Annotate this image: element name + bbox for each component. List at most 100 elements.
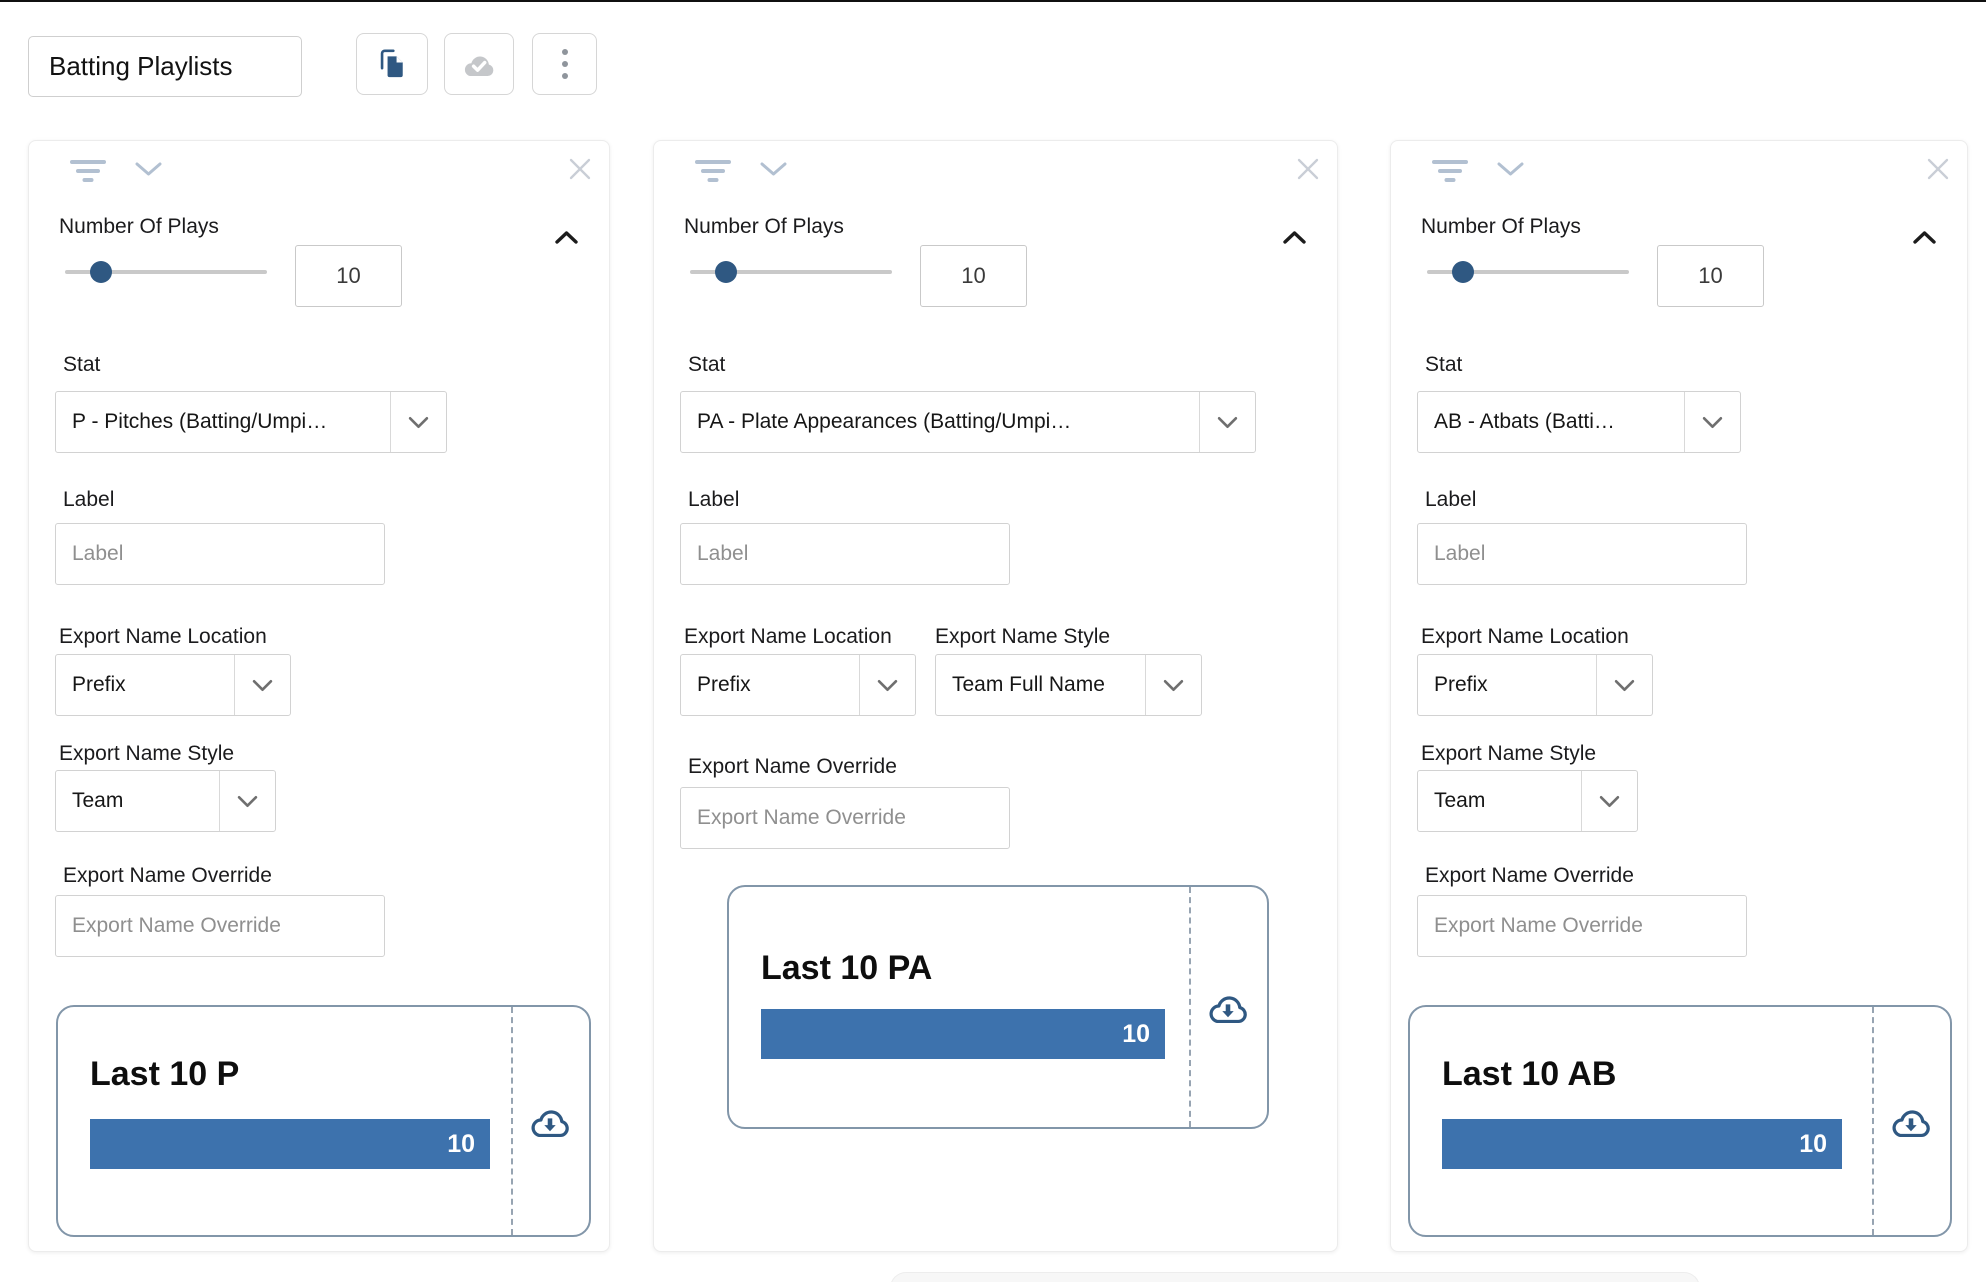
export-name-override-input[interactable] — [1417, 895, 1747, 957]
export-name-location-select[interactable]: Prefix — [1417, 654, 1653, 716]
next-panel-edge — [890, 1272, 1700, 1282]
preview-count: 10 — [1799, 1129, 1827, 1158]
preview-divider — [511, 1007, 513, 1235]
playlist-name-input[interactable] — [28, 36, 302, 97]
preview-count-bar: 10 — [1442, 1119, 1842, 1169]
export-name-style-label: Export Name Style — [59, 742, 235, 765]
playlist-card-plate-appearances: Number Of Plays Stat PA - Plate Appearan… — [653, 140, 1338, 1252]
preview-divider — [1189, 887, 1191, 1127]
cloud-download-icon[interactable] — [527, 1102, 573, 1140]
number-of-plays-label: Number Of Plays — [1421, 215, 1581, 238]
cloud-check-icon — [464, 56, 494, 77]
export-name-style-select[interactable]: Team — [1417, 770, 1638, 832]
chevron-down-icon — [219, 771, 275, 831]
slider-thumb[interactable] — [715, 261, 737, 283]
cloud-download-icon[interactable] — [1888, 1102, 1934, 1140]
more-options-button[interactable] — [532, 33, 597, 95]
playlist-preview: Last 10 PA 10 — [727, 885, 1269, 1129]
label-label: Label — [1425, 488, 1477, 511]
filter-icon[interactable] — [694, 159, 732, 185]
slider-track[interactable] — [65, 270, 267, 274]
export-name-location-value: Prefix — [72, 673, 126, 696]
stat-select-value: AB - Atbats (Batti… — [1434, 410, 1615, 433]
export-name-override-input[interactable] — [55, 895, 385, 957]
label-input[interactable] — [680, 523, 1010, 585]
chevron-down-icon — [1145, 655, 1201, 715]
label-input[interactable] — [1417, 523, 1747, 585]
export-name-override-label: Export Name Override — [63, 864, 272, 887]
chevron-down-icon[interactable] — [135, 161, 162, 178]
number-of-plays-label: Number Of Plays — [59, 215, 219, 238]
export-name-override-label: Export Name Override — [1425, 864, 1634, 887]
cloud-sync-button[interactable] — [444, 33, 514, 95]
kebab-menu-icon — [561, 49, 568, 79]
number-of-plays-input[interactable] — [920, 245, 1027, 307]
playlist-preview: Last 10 P 10 — [56, 1005, 591, 1237]
label-input[interactable] — [55, 523, 385, 585]
stat-label: Stat — [63, 353, 101, 376]
chevron-down-icon[interactable] — [760, 161, 787, 178]
stat-select[interactable]: AB - Atbats (Batti… — [1417, 391, 1741, 453]
stat-select[interactable]: P - Pitches (Batting/Umpi… — [55, 391, 447, 453]
slider-thumb[interactable] — [90, 261, 112, 283]
preview-title: Last 10 AB — [1442, 1055, 1617, 1093]
chevron-down-icon — [234, 655, 290, 715]
export-name-style-select[interactable]: Team — [55, 770, 276, 832]
preview-count: 10 — [447, 1129, 475, 1158]
slider-track[interactable] — [1427, 270, 1629, 274]
slider-thumb[interactable] — [1452, 261, 1474, 283]
chevron-down-icon — [1199, 392, 1255, 452]
collapse-icon[interactable] — [1282, 229, 1307, 246]
export-name-location-label: Export Name Location — [684, 625, 892, 648]
preview-title: Last 10 P — [90, 1055, 240, 1093]
collapse-icon[interactable] — [1912, 229, 1937, 246]
chevron-down-icon — [859, 655, 915, 715]
chevron-down-icon — [1684, 392, 1740, 452]
stat-select-value: P - Pitches (Batting/Umpi… — [72, 410, 328, 433]
close-icon[interactable] — [1295, 156, 1321, 182]
label-label: Label — [688, 488, 740, 511]
number-of-plays-slider[interactable] — [690, 259, 892, 285]
playlist-preview: Last 10 AB 10 — [1408, 1005, 1952, 1237]
close-icon[interactable] — [1925, 156, 1951, 182]
copy-playlist-button[interactable] — [356, 33, 428, 95]
export-name-location-select[interactable]: Prefix — [55, 654, 291, 716]
export-name-location-select[interactable]: Prefix — [680, 654, 916, 716]
cloud-download-icon[interactable] — [1205, 988, 1251, 1026]
preview-divider — [1872, 1007, 1874, 1235]
export-name-location-value: Prefix — [697, 673, 751, 696]
number-of-plays-slider[interactable] — [65, 259, 267, 285]
export-name-style-label: Export Name Style — [1421, 742, 1597, 765]
export-name-location-label: Export Name Location — [59, 625, 267, 648]
top-border — [0, 0, 1986, 2]
export-name-style-value: Team — [72, 789, 124, 812]
filter-icon[interactable] — [69, 159, 107, 185]
close-icon[interactable] — [567, 156, 593, 182]
export-name-style-value: Team — [1434, 789, 1486, 812]
preview-title: Last 10 PA — [761, 949, 933, 987]
export-name-location-label: Export Name Location — [1421, 625, 1629, 648]
filter-icon[interactable] — [1431, 159, 1469, 185]
number-of-plays-input[interactable] — [295, 245, 402, 307]
preview-count-bar: 10 — [761, 1009, 1165, 1059]
export-name-style-label: Export Name Style — [935, 625, 1111, 648]
collapse-icon[interactable] — [554, 229, 579, 246]
slider-track[interactable] — [690, 270, 892, 274]
export-name-override-input[interactable] — [680, 787, 1010, 849]
number-of-plays-label: Number Of Plays — [684, 215, 844, 238]
stat-select-value: PA - Plate Appearances (Batting/Umpi… — [697, 410, 1072, 433]
export-name-style-select[interactable]: Team Full Name — [935, 654, 1202, 716]
chevron-down-icon — [390, 392, 446, 452]
number-of-plays-slider[interactable] — [1427, 259, 1629, 285]
stat-select[interactable]: PA - Plate Appearances (Batting/Umpi… — [680, 391, 1256, 453]
number-of-plays-input[interactable] — [1657, 245, 1764, 307]
preview-count: 10 — [1122, 1019, 1150, 1048]
preview-count-bar: 10 — [90, 1119, 490, 1169]
chevron-down-icon[interactable] — [1497, 161, 1524, 178]
chevron-down-icon — [1596, 655, 1652, 715]
export-name-style-value: Team Full Name — [952, 673, 1105, 696]
playlist-card-atbats: Number Of Plays Stat AB - Atbats (Batti…… — [1390, 140, 1968, 1252]
copy-icon — [380, 49, 403, 78]
export-name-override-label: Export Name Override — [688, 755, 897, 778]
